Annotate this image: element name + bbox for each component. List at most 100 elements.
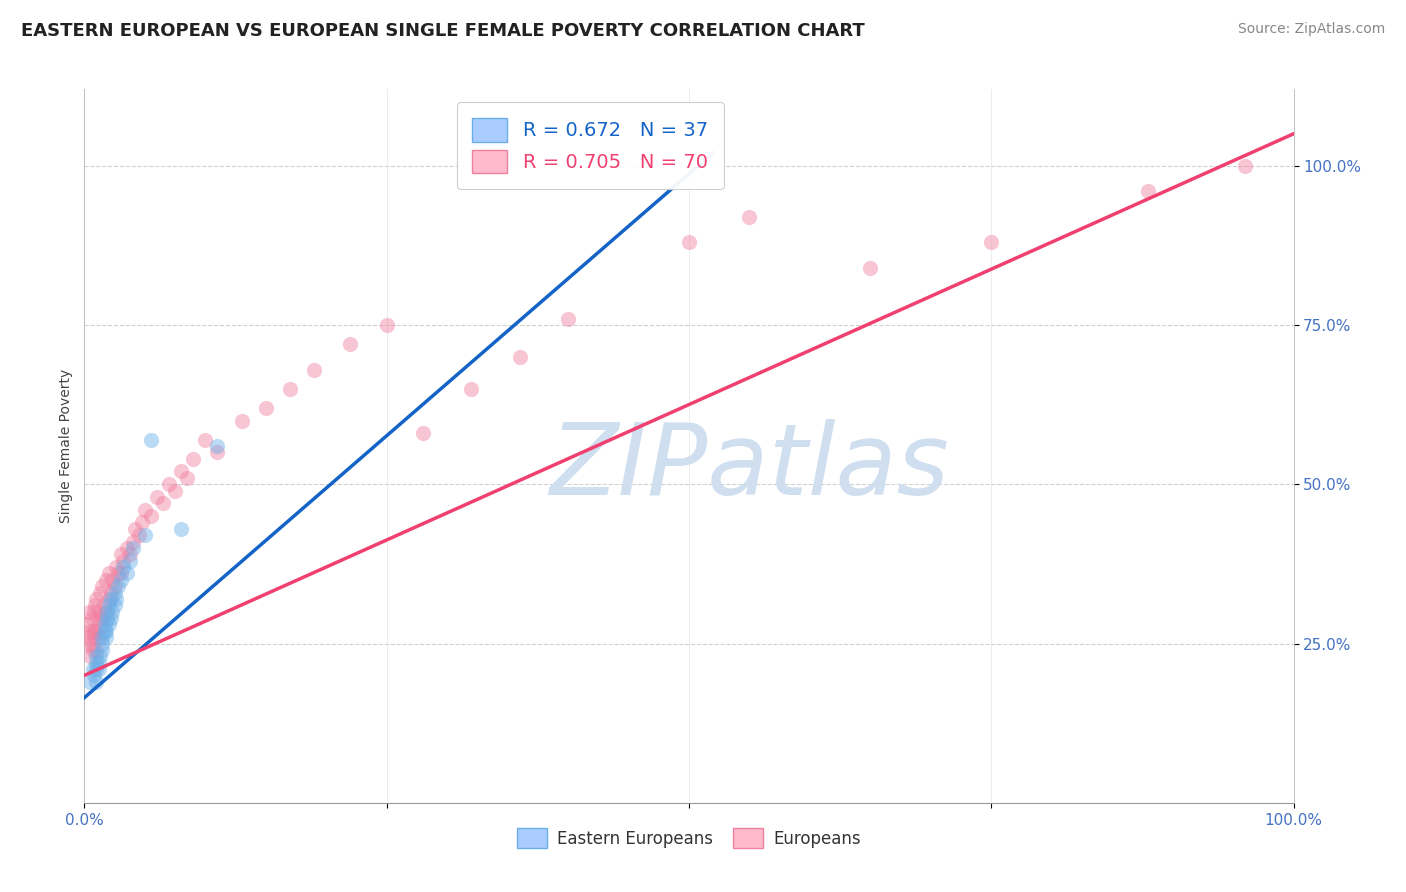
Point: [86, 624, 108, 638]
Point: [100, 585, 122, 599]
Point: [86, 611, 108, 625]
Point: [97, 617, 120, 632]
Point: [107, 579, 129, 593]
Point: [509, 350, 531, 364]
Point: [77, 636, 100, 650]
Text: EASTERN EUROPEAN VS EUROPEAN SINGLE FEMALE POVERTY CORRELATION CHART: EASTERN EUROPEAN VS EUROPEAN SINGLE FEMA…: [21, 22, 865, 40]
Point: [91, 611, 114, 625]
Point: [86, 591, 108, 606]
Point: [170, 465, 193, 479]
Point: [96, 611, 118, 625]
Point: [678, 235, 700, 249]
Point: [152, 496, 174, 510]
Point: [84, 599, 107, 613]
Point: [94, 573, 117, 587]
Point: [104, 560, 127, 574]
Point: [79, 649, 101, 664]
Point: [79, 630, 101, 644]
Point: [207, 439, 229, 453]
Point: [254, 401, 277, 415]
Point: [1137, 184, 1160, 198]
Point: [375, 318, 398, 332]
Point: [94, 617, 117, 632]
Point: [115, 541, 138, 555]
Point: [112, 554, 135, 568]
Point: [76, 617, 98, 632]
Point: [157, 477, 180, 491]
Point: [86, 656, 108, 670]
Point: [170, 522, 193, 536]
Point: [134, 502, 156, 516]
Point: [176, 471, 198, 485]
Point: [121, 534, 143, 549]
Point: [83, 668, 105, 682]
Point: [115, 566, 138, 581]
Text: ZIPatlas: ZIPatlas: [550, 419, 949, 516]
Point: [94, 624, 117, 638]
Point: [87, 605, 110, 619]
Point: [859, 260, 882, 275]
Legend: Eastern Europeans, Europeans: Eastern Europeans, Europeans: [510, 822, 868, 855]
Point: [97, 566, 120, 581]
Point: [181, 451, 204, 466]
Point: [460, 382, 482, 396]
Point: [110, 573, 132, 587]
Point: [101, 605, 124, 619]
Point: [96, 605, 118, 619]
Point: [107, 566, 129, 581]
Point: [980, 235, 1002, 249]
Point: [83, 630, 105, 644]
Point: [79, 674, 101, 689]
Point: [86, 649, 108, 664]
Point: [124, 522, 146, 536]
Point: [77, 605, 100, 619]
Point: [86, 643, 108, 657]
Point: [89, 649, 111, 664]
Point: [557, 311, 579, 326]
Point: [91, 636, 114, 650]
Point: [139, 433, 162, 447]
Point: [231, 413, 253, 427]
Point: [82, 662, 104, 676]
Point: [86, 662, 108, 676]
Point: [104, 579, 127, 593]
Point: [120, 547, 142, 561]
Point: [120, 554, 142, 568]
Point: [412, 426, 434, 441]
Point: [89, 585, 111, 599]
Point: [89, 617, 111, 632]
Point: [80, 636, 103, 650]
Point: [77, 624, 100, 638]
Point: [738, 210, 761, 224]
Point: [110, 547, 132, 561]
Point: [194, 433, 217, 447]
Point: [139, 509, 162, 524]
Y-axis label: Single Female Poverty: Single Female Poverty: [59, 369, 73, 523]
Point: [165, 483, 187, 498]
Point: [82, 624, 104, 638]
Point: [91, 643, 114, 657]
Point: [91, 579, 114, 593]
Point: [97, 591, 120, 606]
Point: [94, 630, 117, 644]
Point: [131, 516, 153, 530]
Point: [84, 624, 107, 638]
Point: [82, 643, 104, 657]
Point: [94, 624, 117, 638]
Point: [278, 382, 301, 396]
Point: [134, 528, 156, 542]
Point: [91, 630, 114, 644]
Point: [104, 585, 127, 599]
Point: [121, 541, 143, 555]
Point: [1234, 159, 1257, 173]
Point: [207, 445, 229, 459]
Point: [87, 662, 110, 676]
Point: [146, 490, 169, 504]
Point: [302, 362, 325, 376]
Point: [339, 337, 361, 351]
Text: Source: ZipAtlas.com: Source: ZipAtlas.com: [1237, 22, 1385, 37]
Point: [100, 611, 122, 625]
Point: [110, 566, 132, 581]
Point: [87, 656, 110, 670]
Point: [93, 599, 115, 613]
